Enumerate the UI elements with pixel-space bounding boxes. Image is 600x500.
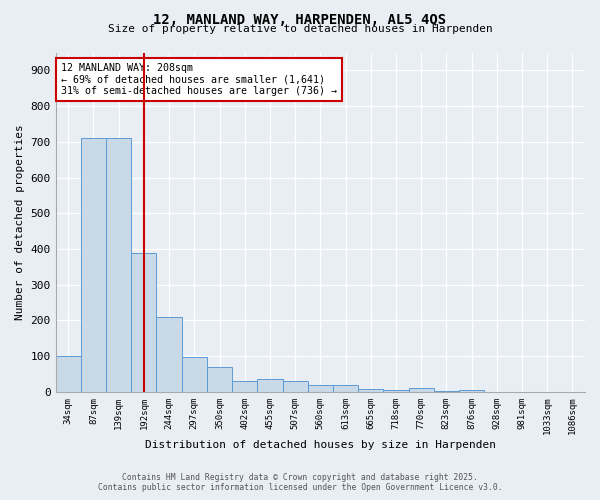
- Bar: [358, 389, 383, 392]
- Bar: [333, 385, 358, 392]
- Bar: [283, 381, 308, 392]
- Bar: [409, 388, 434, 392]
- Bar: [56, 356, 81, 392]
- Bar: [257, 380, 283, 392]
- Bar: [459, 390, 484, 392]
- Bar: [232, 381, 257, 392]
- Bar: [182, 358, 207, 392]
- Y-axis label: Number of detached properties: Number of detached properties: [15, 124, 25, 320]
- Bar: [131, 252, 157, 392]
- Text: Size of property relative to detached houses in Harpenden: Size of property relative to detached ho…: [107, 24, 493, 34]
- Bar: [157, 317, 182, 392]
- Bar: [308, 385, 333, 392]
- Bar: [106, 138, 131, 392]
- Text: 12 MANLAND WAY: 208sqm
← 69% of detached houses are smaller (1,641)
31% of semi-: 12 MANLAND WAY: 208sqm ← 69% of detached…: [61, 62, 337, 96]
- Text: Contains HM Land Registry data © Crown copyright and database right 2025.
Contai: Contains HM Land Registry data © Crown c…: [98, 473, 502, 492]
- Bar: [81, 138, 106, 392]
- Bar: [434, 391, 459, 392]
- X-axis label: Distribution of detached houses by size in Harpenden: Distribution of detached houses by size …: [145, 440, 496, 450]
- Bar: [207, 367, 232, 392]
- Bar: [383, 390, 409, 392]
- Text: 12, MANLAND WAY, HARPENDEN, AL5 4QS: 12, MANLAND WAY, HARPENDEN, AL5 4QS: [154, 12, 446, 26]
